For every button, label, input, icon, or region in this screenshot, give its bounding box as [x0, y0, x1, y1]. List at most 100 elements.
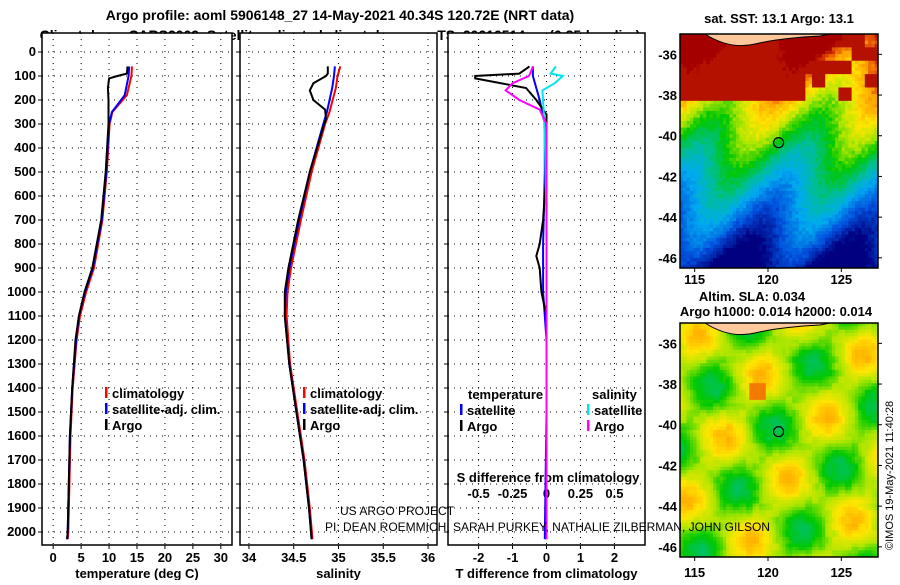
map-cell [726, 238, 730, 242]
map-cell [683, 151, 687, 155]
map-cell [779, 104, 783, 108]
map-cell [697, 231, 701, 235]
map-cell [819, 343, 823, 347]
map-cell [766, 111, 770, 115]
map-cell [825, 251, 829, 255]
map-cell [700, 326, 704, 330]
map-cell [687, 231, 691, 235]
map-cell [832, 248, 836, 252]
map-cell [792, 57, 796, 61]
map-cell [700, 81, 704, 85]
map-cell [772, 211, 776, 215]
map-cell [703, 198, 707, 202]
map-cell [835, 114, 839, 118]
map-cell [822, 181, 826, 185]
map-cell [805, 164, 809, 168]
map-cell [753, 51, 757, 55]
map-cell [855, 238, 859, 242]
map-cell [723, 64, 727, 68]
map-cell [855, 138, 859, 142]
map-cell [766, 77, 770, 81]
map-cell [759, 248, 763, 252]
map-cell [716, 74, 720, 78]
map-cell [829, 178, 833, 182]
map-cell [838, 336, 842, 340]
map-cell [713, 204, 717, 208]
map-cell [733, 251, 737, 255]
map-cell [789, 188, 793, 192]
map-cell [852, 333, 856, 337]
map-cell [819, 245, 823, 249]
map-cell [700, 134, 704, 138]
map-cell [723, 124, 727, 128]
map-cell [772, 67, 776, 71]
map-cell [759, 158, 763, 162]
map-cell [772, 228, 776, 232]
map-cell [730, 204, 734, 208]
map-cell [799, 94, 803, 98]
map-cell [792, 228, 796, 232]
map-cell [700, 231, 704, 235]
map-cell [756, 131, 760, 135]
map-cell [792, 191, 796, 195]
map-cell [865, 141, 869, 145]
map-cell [743, 188, 747, 192]
map-cell [868, 164, 872, 168]
map-cell [769, 184, 773, 188]
map-cell [825, 144, 829, 148]
map-cell [779, 41, 783, 45]
map-cell [855, 144, 859, 148]
map-cell [779, 118, 783, 122]
map-cell [713, 251, 717, 255]
map-cell [845, 131, 849, 135]
map-cell [845, 333, 849, 337]
map-cell [829, 141, 833, 145]
map-cell [730, 104, 734, 108]
map-cell [710, 245, 714, 249]
map-cell [855, 164, 859, 168]
map-cell [815, 114, 819, 118]
map-cell [753, 108, 757, 112]
map-cell [713, 131, 717, 135]
map-cell [700, 261, 704, 265]
map-cell [779, 221, 783, 225]
map-cell [683, 61, 687, 65]
map-cell [720, 255, 724, 259]
map-cell [766, 241, 770, 245]
map-cell [776, 255, 780, 259]
map-cell [822, 41, 826, 45]
map-cell [683, 91, 687, 95]
map-cell [769, 148, 773, 152]
map-cell [819, 350, 823, 354]
map-cell [865, 168, 869, 172]
map-cell [772, 191, 776, 195]
map-cell [766, 208, 770, 212]
map-cell [697, 98, 701, 102]
map-cell [805, 161, 809, 165]
map-cell [802, 221, 806, 225]
map-cell [759, 198, 763, 202]
map-cell [815, 168, 819, 172]
map-cell [812, 218, 816, 222]
map-cell [842, 104, 846, 108]
map-cell [756, 114, 760, 118]
map-cell [733, 225, 737, 229]
map-cell [858, 151, 862, 155]
map-cell [871, 151, 875, 155]
map-cell [786, 74, 790, 78]
map-cell [858, 71, 862, 75]
map-cell [796, 134, 800, 138]
map-cell [779, 161, 783, 165]
map-cell [819, 211, 823, 215]
map-cell [792, 221, 796, 225]
map-cell [733, 181, 737, 185]
map-cell [862, 51, 866, 55]
map-cell [786, 134, 790, 138]
map-cell [812, 41, 816, 45]
map-cell [855, 161, 859, 165]
map-cell [706, 141, 710, 145]
map-cell [865, 81, 869, 85]
map-cell [683, 47, 687, 51]
map-cell [858, 98, 862, 102]
map-cell [700, 54, 704, 58]
